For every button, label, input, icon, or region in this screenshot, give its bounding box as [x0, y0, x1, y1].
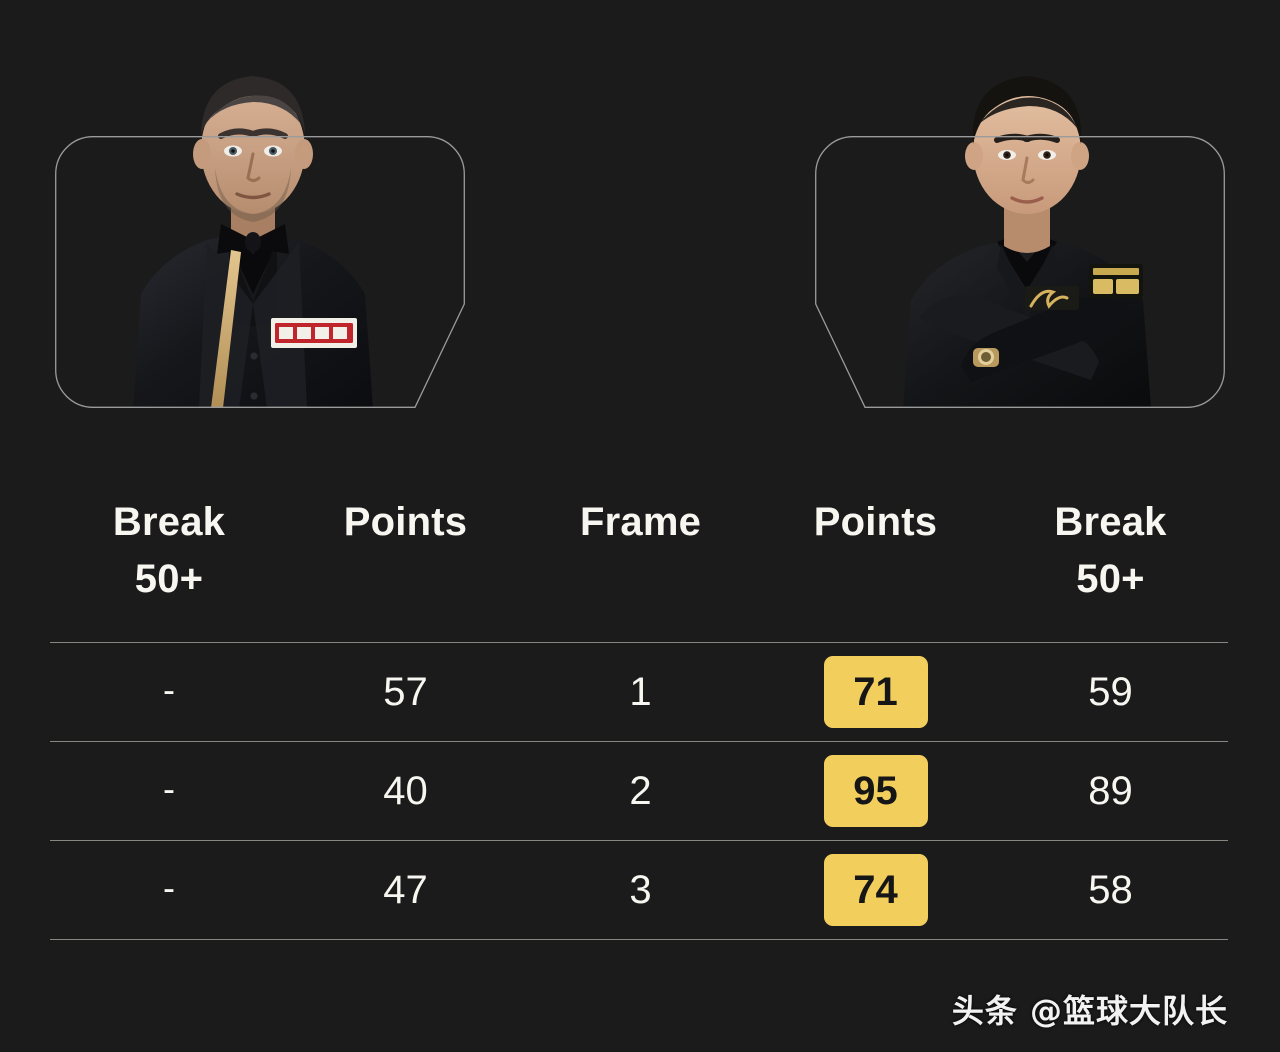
table-row[interactable]: - 57 1 71 59	[50, 642, 1228, 741]
header-left-break: Break 50+	[50, 462, 288, 608]
points-highlight-badge: 95	[823, 755, 928, 827]
table-row[interactable]: - 40 2 95 89	[50, 741, 1228, 840]
player-figure-left	[103, 18, 403, 408]
points-highlight-badge: 74	[823, 854, 928, 926]
cell-left-points: 57	[383, 669, 428, 714]
cell-left-points: 47	[383, 867, 428, 912]
player-photo-right	[877, 18, 1177, 408]
player-card-right[interactable]	[815, 76, 1225, 408]
header-frame: Frame	[523, 462, 758, 551]
cell-left-break: -	[163, 867, 175, 908]
table-header-row: Break 50+ Points Frame Points Break 50+	[50, 462, 1228, 642]
cell-frame-number: 1	[629, 669, 652, 714]
header-left-break-line2: 50+	[134, 556, 204, 601]
player-photo-left	[103, 18, 403, 408]
cell-right-points: 71	[758, 643, 993, 741]
points-highlight-badge: 71	[823, 656, 928, 728]
header-right-points-line1: Points	[813, 500, 938, 544]
table-row[interactable]: - 47 3 74 58	[50, 840, 1228, 940]
header-left-points: Points	[288, 462, 523, 551]
header-left-points-line1: Points	[343, 500, 468, 544]
players-strip	[0, 0, 1280, 440]
cell-left-points: 40	[383, 768, 428, 813]
cell-right-points: 74	[758, 841, 993, 939]
watermark: 头条 @篮球大队长	[951, 992, 1228, 1030]
cell-frame-number: 3	[629, 867, 652, 912]
header-right-points: Points	[758, 462, 993, 551]
cell-left-break: -	[163, 768, 175, 809]
cell-right-break: 59	[1088, 669, 1133, 714]
header-right-break: Break 50+	[993, 462, 1228, 608]
player-frame-right	[815, 136, 1225, 408]
player-frame-left	[55, 136, 465, 408]
cell-right-break: 58	[1088, 867, 1133, 912]
header-right-break-line2: 50+	[1076, 556, 1145, 601]
cell-frame-number: 2	[629, 768, 652, 813]
header-left-break-line1: Break	[112, 500, 226, 544]
player-figure-right	[877, 18, 1177, 408]
cell-right-break: 89	[1088, 768, 1133, 813]
header-right-break-line1: Break	[1054, 500, 1167, 544]
header-frame-line1: Frame	[579, 500, 702, 544]
cell-left-break: -	[163, 669, 175, 710]
score-table: Break 50+ Points Frame Points Break 50+ …	[50, 462, 1228, 940]
cell-right-points: 95	[758, 742, 993, 840]
player-card-left[interactable]	[55, 76, 465, 408]
